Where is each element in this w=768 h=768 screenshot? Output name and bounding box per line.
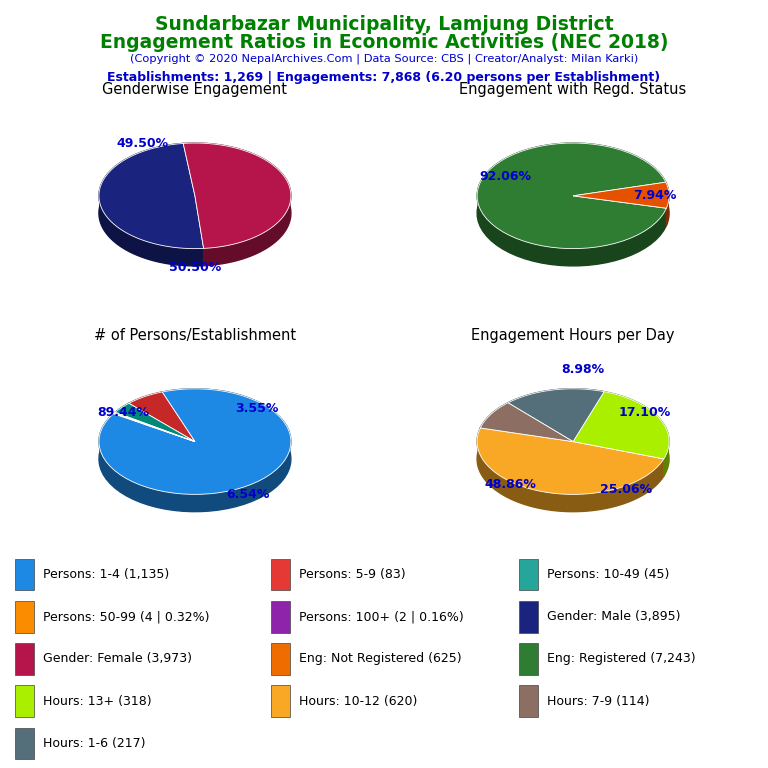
Text: 3.55%: 3.55% [236, 402, 279, 415]
Polygon shape [477, 143, 667, 249]
Text: (Copyright © 2020 NepalArchives.Com | Data Source: CBS | Creator/Analyst: Milan : (Copyright © 2020 NepalArchives.Com | Da… [130, 54, 638, 65]
Polygon shape [477, 428, 664, 495]
Polygon shape [99, 389, 291, 495]
Polygon shape [99, 144, 204, 266]
Polygon shape [129, 392, 162, 421]
Polygon shape [114, 412, 195, 442]
Text: Gender: Female (3,973): Gender: Female (3,973) [43, 653, 192, 665]
FancyBboxPatch shape [15, 643, 34, 675]
Polygon shape [99, 144, 204, 249]
Text: Hours: 10-12 (620): Hours: 10-12 (620) [299, 695, 417, 707]
Text: Persons: 1-4 (1,135): Persons: 1-4 (1,135) [43, 568, 169, 581]
Text: Engagement Ratios in Economic Activities (NEC 2018): Engagement Ratios in Economic Activities… [100, 33, 668, 52]
Text: Persons: 5-9 (83): Persons: 5-9 (83) [299, 568, 406, 581]
Polygon shape [573, 392, 669, 459]
Text: 49.50%: 49.50% [116, 137, 168, 150]
Text: 89.44%: 89.44% [97, 406, 149, 419]
FancyBboxPatch shape [519, 558, 538, 591]
Polygon shape [129, 392, 195, 442]
Text: Hours: 7-9 (114): Hours: 7-9 (114) [548, 695, 650, 707]
Text: Persons: 100+ (2 | 0.16%): Persons: 100+ (2 | 0.16%) [299, 611, 464, 623]
FancyBboxPatch shape [15, 685, 34, 717]
Polygon shape [184, 143, 291, 266]
Title: Genderwise Engagement: Genderwise Engagement [102, 82, 287, 98]
Text: 25.06%: 25.06% [600, 483, 652, 496]
Polygon shape [508, 389, 604, 442]
Polygon shape [114, 412, 115, 430]
FancyBboxPatch shape [519, 643, 538, 675]
Polygon shape [114, 413, 195, 442]
FancyBboxPatch shape [519, 685, 538, 717]
Text: Hours: 13+ (318): Hours: 13+ (318) [43, 695, 151, 707]
FancyBboxPatch shape [15, 558, 34, 591]
Text: Eng: Not Registered (625): Eng: Not Registered (625) [299, 653, 462, 665]
Title: Engagement Hours per Day: Engagement Hours per Day [472, 328, 675, 343]
Text: 17.10%: 17.10% [619, 406, 671, 419]
Title: Engagement with Regd. Status: Engagement with Regd. Status [459, 82, 687, 98]
Polygon shape [480, 402, 508, 445]
Polygon shape [184, 143, 291, 248]
Text: Gender: Male (3,895): Gender: Male (3,895) [548, 611, 680, 623]
Text: 48.86%: 48.86% [485, 478, 537, 492]
Text: Persons: 10-49 (45): Persons: 10-49 (45) [548, 568, 670, 581]
Text: 50.50%: 50.50% [169, 261, 221, 274]
Text: 8.98%: 8.98% [561, 363, 604, 376]
FancyBboxPatch shape [271, 558, 290, 591]
FancyBboxPatch shape [15, 727, 34, 760]
FancyBboxPatch shape [271, 685, 290, 717]
Polygon shape [99, 389, 291, 511]
Polygon shape [666, 182, 669, 226]
Polygon shape [115, 403, 195, 442]
Text: Establishments: 1,269 | Engagements: 7,868 (6.20 persons per Establishment): Establishments: 1,269 | Engagements: 7,8… [108, 71, 660, 84]
Text: Hours: 1-6 (217): Hours: 1-6 (217) [43, 737, 146, 750]
Title: # of Persons/Establishment: # of Persons/Establishment [94, 328, 296, 343]
Polygon shape [480, 402, 573, 442]
FancyBboxPatch shape [519, 601, 538, 633]
Polygon shape [508, 389, 604, 420]
FancyBboxPatch shape [15, 601, 34, 633]
Text: 92.06%: 92.06% [480, 170, 532, 183]
Polygon shape [604, 392, 669, 476]
FancyBboxPatch shape [271, 643, 290, 675]
Polygon shape [573, 182, 669, 208]
Text: Eng: Registered (7,243): Eng: Registered (7,243) [548, 653, 696, 665]
Polygon shape [477, 428, 664, 511]
Text: 6.54%: 6.54% [226, 488, 270, 501]
Text: Sundarbazar Municipality, Lamjung District: Sundarbazar Municipality, Lamjung Distri… [154, 15, 614, 35]
Polygon shape [477, 143, 667, 266]
FancyBboxPatch shape [271, 601, 290, 633]
Text: 7.94%: 7.94% [633, 190, 677, 202]
Polygon shape [115, 403, 129, 429]
Text: Persons: 50-99 (4 | 0.32%): Persons: 50-99 (4 | 0.32%) [43, 611, 210, 623]
